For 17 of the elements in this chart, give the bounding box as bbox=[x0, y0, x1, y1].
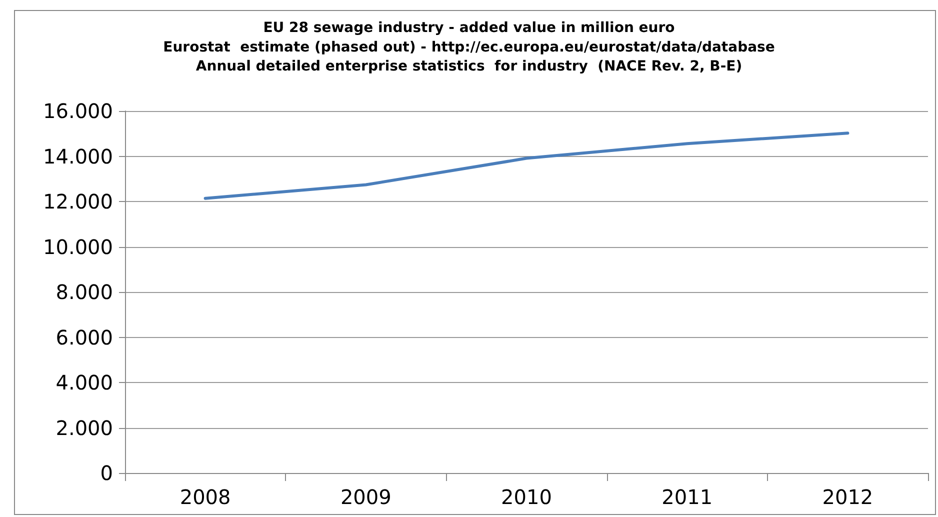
x-tick-label: 2012 bbox=[822, 485, 874, 509]
y-tick-label: 0 bbox=[100, 461, 113, 485]
x-tick-label: 2010 bbox=[501, 485, 552, 509]
y-tick-label: 10.000 bbox=[43, 234, 113, 259]
chart-title: EU 28 sewage industry - added value in million euro bbox=[263, 20, 676, 36]
x-tick-label: 2009 bbox=[340, 485, 392, 509]
y-tick-label: 6.000 bbox=[56, 325, 113, 350]
y-tick-label: 8.000 bbox=[56, 280, 113, 304]
x-tick-label: 2011 bbox=[662, 485, 713, 509]
y-tick-label: 16.000 bbox=[43, 99, 113, 123]
line-series bbox=[204, 132, 850, 200]
x-tick-label: 2008 bbox=[180, 485, 231, 509]
y-tick-label: 12.000 bbox=[43, 190, 113, 214]
y-tick-label: 4.000 bbox=[56, 370, 113, 394]
y-tick-label: 2.000 bbox=[56, 416, 113, 440]
chart-subtitle: Eurostat estimate (phased out) - http://ec.europa.eu/eurostat/data/database Annual detailed enterprise statistics for industry (NACE Rev. 2, B-E) bbox=[163, 40, 775, 74]
y-tick-label: 14.000 bbox=[43, 144, 113, 168]
